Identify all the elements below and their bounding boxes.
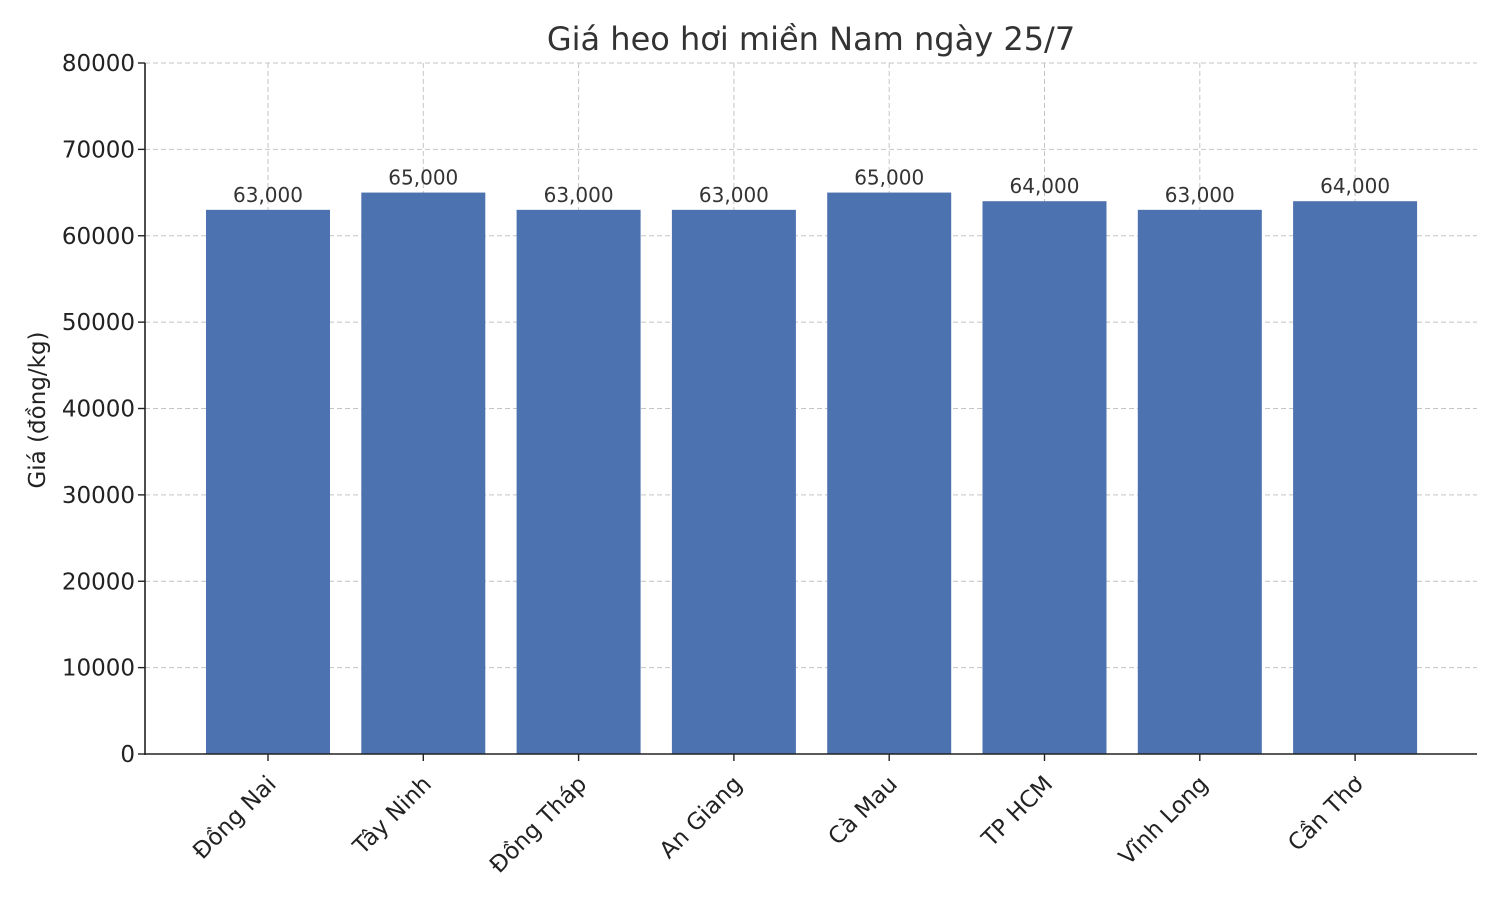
bar-data-label: 65,000 — [854, 166, 924, 190]
y-tick-label: 40000 — [62, 397, 135, 423]
x-tick-label: An Giang — [655, 771, 748, 864]
bar — [671, 209, 796, 754]
bar-data-label: 63,000 — [699, 183, 769, 207]
bar-data-label: 63,000 — [1165, 183, 1235, 207]
bar-data-label: 65,000 — [388, 166, 458, 190]
bar — [206, 209, 330, 754]
x-tick-label: Vĩnh Long — [1114, 771, 1213, 870]
bar — [516, 209, 641, 754]
x-tick-label: Đồng Nai — [188, 771, 281, 864]
grid-lines — [145, 62, 1477, 755]
y-tick-label: 60000 — [62, 224, 135, 250]
x-tick-label: TP HCM — [977, 771, 1059, 853]
bar-data-label: 64,000 — [1010, 174, 1080, 198]
y-tick-label: 20000 — [62, 569, 135, 595]
bar-data-label: 63,000 — [544, 183, 614, 207]
bar — [361, 192, 486, 754]
bar — [827, 192, 952, 754]
x-tick-label: Đồng Tháp — [485, 771, 592, 878]
bar-data-label: 63,000 — [233, 183, 303, 207]
x-tick-label: Cà Mau — [824, 771, 903, 850]
bar-data-label: 64,000 — [1320, 174, 1390, 198]
y-axis-ticks: 0 10000 20000 30000 40000 50000 60000 70000 8000… — [62, 51, 145, 768]
y-axis-label: Giá (đồng/kg) — [25, 331, 51, 488]
y-tick-label: 70000 — [62, 137, 135, 163]
x-tick-label: Tây Ninh — [348, 771, 437, 860]
chart-title: Giá heo hơi miền Nam ngày 25/7 — [547, 20, 1075, 58]
x-axis-ticks: Đồng Nai Tây Ninh Đồng Tháp An Giang Cà Mau T… — [188, 754, 1369, 879]
y-tick-label: 50000 — [62, 310, 135, 336]
bars — [206, 192, 1418, 754]
x-tick-label: Cần Thơ — [1283, 771, 1368, 856]
y-tick-label: 10000 — [62, 656, 135, 682]
bar — [982, 201, 1107, 754]
bar — [1137, 209, 1262, 754]
bar — [1293, 201, 1418, 754]
data-labels: 63,000 65,000 63,000 63,000 65,000 64,000 63,0… — [233, 166, 1390, 207]
y-tick-label: 80000 — [62, 51, 135, 77]
y-tick-label: 30000 — [62, 483, 135, 509]
y-tick-label: 0 — [120, 742, 135, 768]
